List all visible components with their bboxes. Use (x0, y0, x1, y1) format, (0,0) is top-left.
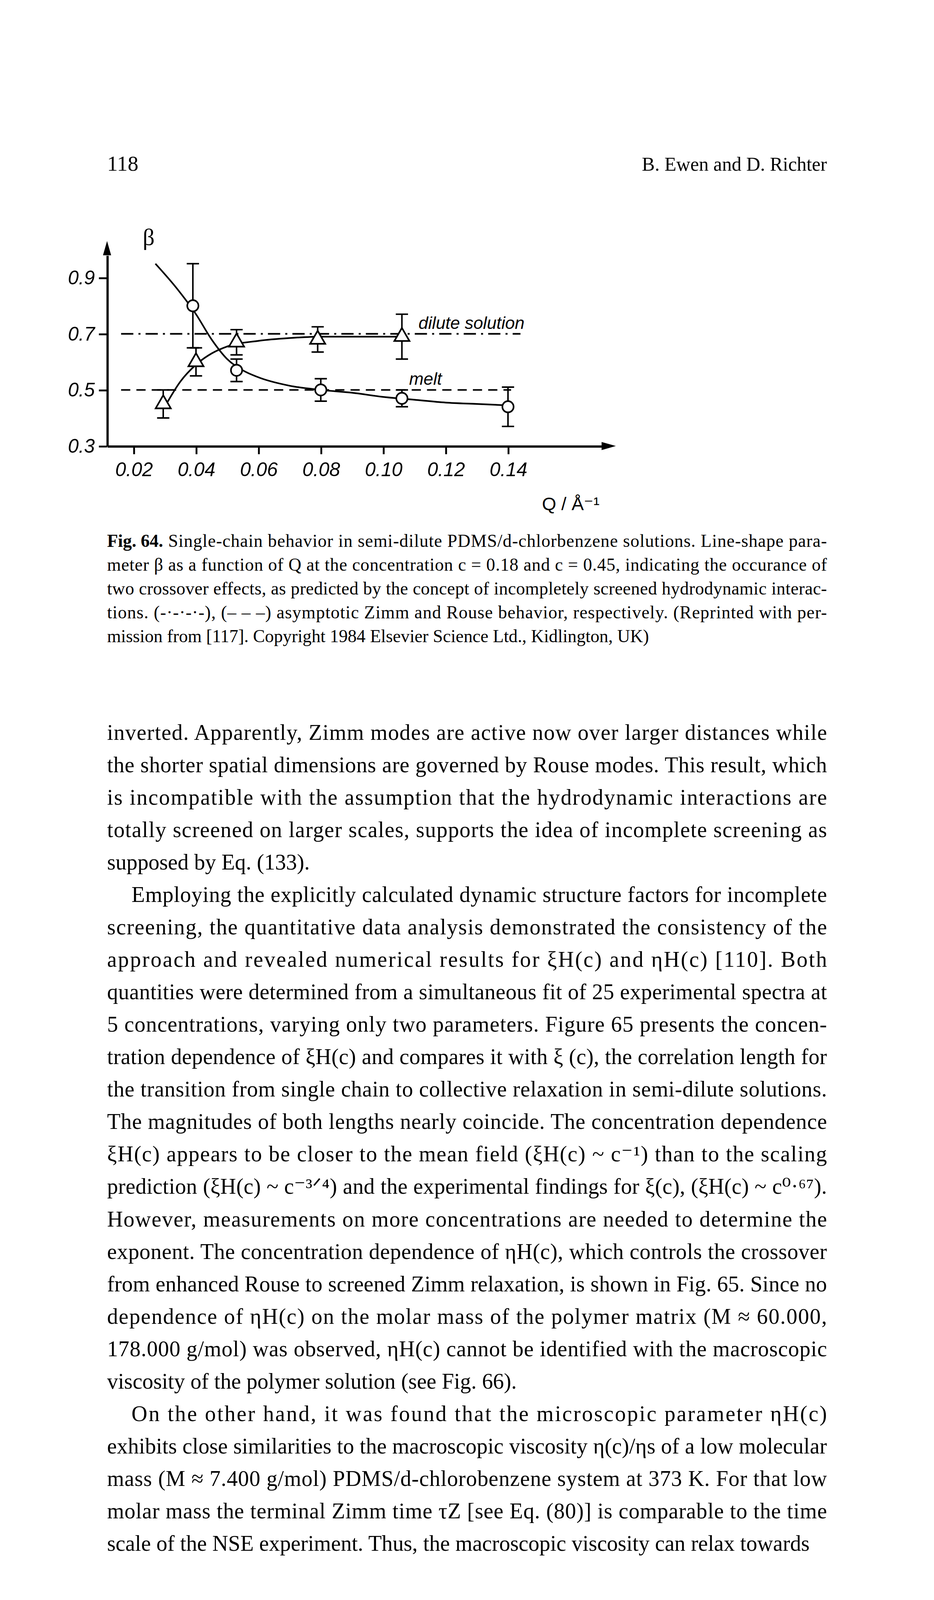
body-line: scale of the NSE experiment. Thus, the m… (106, 1530, 810, 1555)
y-axis-title: β (142, 223, 156, 250)
x-tick: 0.04 (177, 445, 216, 481)
y-tick: 0.7 (67, 322, 107, 345)
x-tick-mark (382, 445, 385, 455)
error-bar (186, 263, 199, 348)
body-line: from enhanced Rouse to screened Zimm rel… (106, 1271, 828, 1296)
line (164, 336, 399, 407)
x-tick: 0.08 (302, 445, 341, 481)
circle-marker (230, 364, 243, 377)
x-tick-mark (133, 445, 136, 455)
x-tick: 0.12 (427, 445, 466, 481)
y-axis-line (106, 255, 109, 447)
triangle-marker (228, 333, 245, 347)
y-tick: 0.5 (67, 378, 107, 401)
chart: 0.02 0.04 0.06 0.08 0.10 0.12 0.14 0.3 0.5 0.7 0.9… (67, 223, 616, 514)
triangle-marker (394, 327, 410, 341)
triangle-marker (310, 330, 326, 344)
y-tick-mark (98, 277, 107, 280)
series-label: melt (409, 368, 443, 389)
x-tick-label: 0.08 (302, 458, 341, 481)
caption-label: Fig. 64. (106, 530, 163, 551)
caption-line: meter β as a function of Q at the concen… (106, 554, 828, 575)
body-line: mass (M ≈ 7.400 g/mol) PDMS/d-chlorobenz… (106, 1465, 828, 1491)
body-line: quantities were determined from a simult… (106, 979, 828, 1004)
x-axis-title: Q / Å⁻¹ (541, 493, 600, 514)
y-tick-mark (98, 389, 107, 392)
body-line: The magnitudes of both lengths nearly co… (106, 1108, 828, 1134)
x-tick: 0.02 (115, 445, 154, 481)
body-line: the shorter spatial dimensions are gover… (106, 752, 828, 777)
x-tick-label: 0.14 (489, 458, 528, 481)
caption-line: mission from [117]. Copyright 1984 Elsev… (106, 625, 649, 646)
body-line: viscosity of the polymer solution (see F… (106, 1368, 517, 1394)
y-tick: 0.3 (67, 434, 107, 457)
y-tick-label: 0.3 (67, 434, 95, 457)
y-tick: 0.9 (67, 266, 107, 289)
y-axis: 0.3 0.5 0.7 0.9 (67, 255, 108, 457)
x-tick-mark (445, 445, 448, 455)
caption-line: tions. (-·-·-·-), (– – –) asymptotic Zim… (106, 602, 828, 623)
body-line: inverted. Apparently, Zimm modes are act… (106, 720, 828, 745)
series-label: dilute solution (418, 313, 525, 333)
x-axis-line (107, 445, 603, 448)
error-bar (230, 358, 243, 382)
x-tick: 0.14 (489, 445, 528, 481)
caption-line: two crossover effects, as predicted by t… (106, 578, 828, 599)
body-line: molar mass the terminal Zimm time τZ [se… (106, 1498, 828, 1523)
body-line: supposed by Eq. (133). (106, 849, 310, 875)
body-line: prediction (ξH(c) ~ c⁻³ᐟ⁴) and the exper… (106, 1174, 828, 1199)
triangle-marker (188, 352, 204, 366)
page-number: 118 (106, 151, 139, 176)
body-line: ξH(c) appears to be closer to the mean f… (106, 1141, 828, 1166)
triangle-marker (155, 395, 172, 409)
body-line: screening, the quantitative data analysi… (106, 914, 828, 939)
x-tick-mark (195, 445, 198, 455)
y-tick-label: 0.7 (67, 322, 96, 345)
body-line: 178.000 g/mol) was observed, ηH(c) canno… (106, 1336, 828, 1361)
body-line: exhibits close similarities to the macro… (106, 1433, 828, 1459)
circle-marker (315, 384, 327, 396)
caption-line: Single-chain behavior in semi-dilute PDM… (168, 530, 828, 551)
body-line: tration dependence of ξH(c) and compares… (106, 1044, 828, 1069)
circle-marker (396, 392, 408, 404)
y-tick-label: 0.9 (67, 266, 95, 289)
error-bar (501, 386, 514, 427)
circle-marker (502, 401, 514, 413)
body-line: totally screened on larger scales, suppo… (106, 817, 828, 842)
x-tick-mark (258, 445, 261, 455)
x-axis: 0.02 0.04 0.06 0.08 0.10 0.12 0.14 (107, 445, 603, 481)
circle-marker (187, 299, 199, 312)
y-tick-label: 0.5 (67, 378, 95, 401)
y-tick-mark (98, 445, 107, 448)
body-line: However, measurements on more concentrat… (106, 1206, 828, 1231)
x-tick-label: 0.02 (115, 458, 154, 481)
x-tick-label: 0.04 (177, 458, 216, 481)
body-line: 5 concentrations, varying only two param… (106, 1011, 828, 1036)
page: 118B. Ewen and D. Richter0.020.040.060.0… (0, 0, 934, 1600)
x-tick: 0.10 (364, 445, 403, 481)
error-bar (395, 389, 409, 407)
x-tick-label: 0.06 (240, 458, 279, 481)
plot-area (121, 263, 521, 427)
line (155, 263, 508, 406)
body-line: On the other hand, it was found that the… (131, 1401, 828, 1426)
x-tick-mark (507, 445, 510, 455)
running-head: B. Ewen and D. Richter (641, 153, 828, 175)
y-tick-mark (98, 333, 107, 336)
y-axis-arrow (103, 240, 112, 256)
body-line: approach and revealed numerical results … (106, 946, 828, 972)
x-axis-arrow (601, 441, 617, 450)
line (121, 333, 521, 335)
x-tick: 0.06 (240, 445, 279, 481)
body-line: the transition from single chain to coll… (106, 1076, 828, 1101)
error-bar (314, 378, 327, 402)
x-tick-mark (320, 445, 323, 455)
body-line: dependence of ηH(c) on the molar mass of… (106, 1303, 828, 1329)
x-tick-label: 0.12 (427, 458, 466, 481)
body-line: is incompatible with the assumption that… (106, 784, 828, 810)
x-tick-label: 0.10 (364, 458, 403, 481)
body-line: exponent. The concentration dependence o… (106, 1238, 828, 1264)
body-line: Employing the explicitly calculated dyna… (131, 882, 828, 907)
